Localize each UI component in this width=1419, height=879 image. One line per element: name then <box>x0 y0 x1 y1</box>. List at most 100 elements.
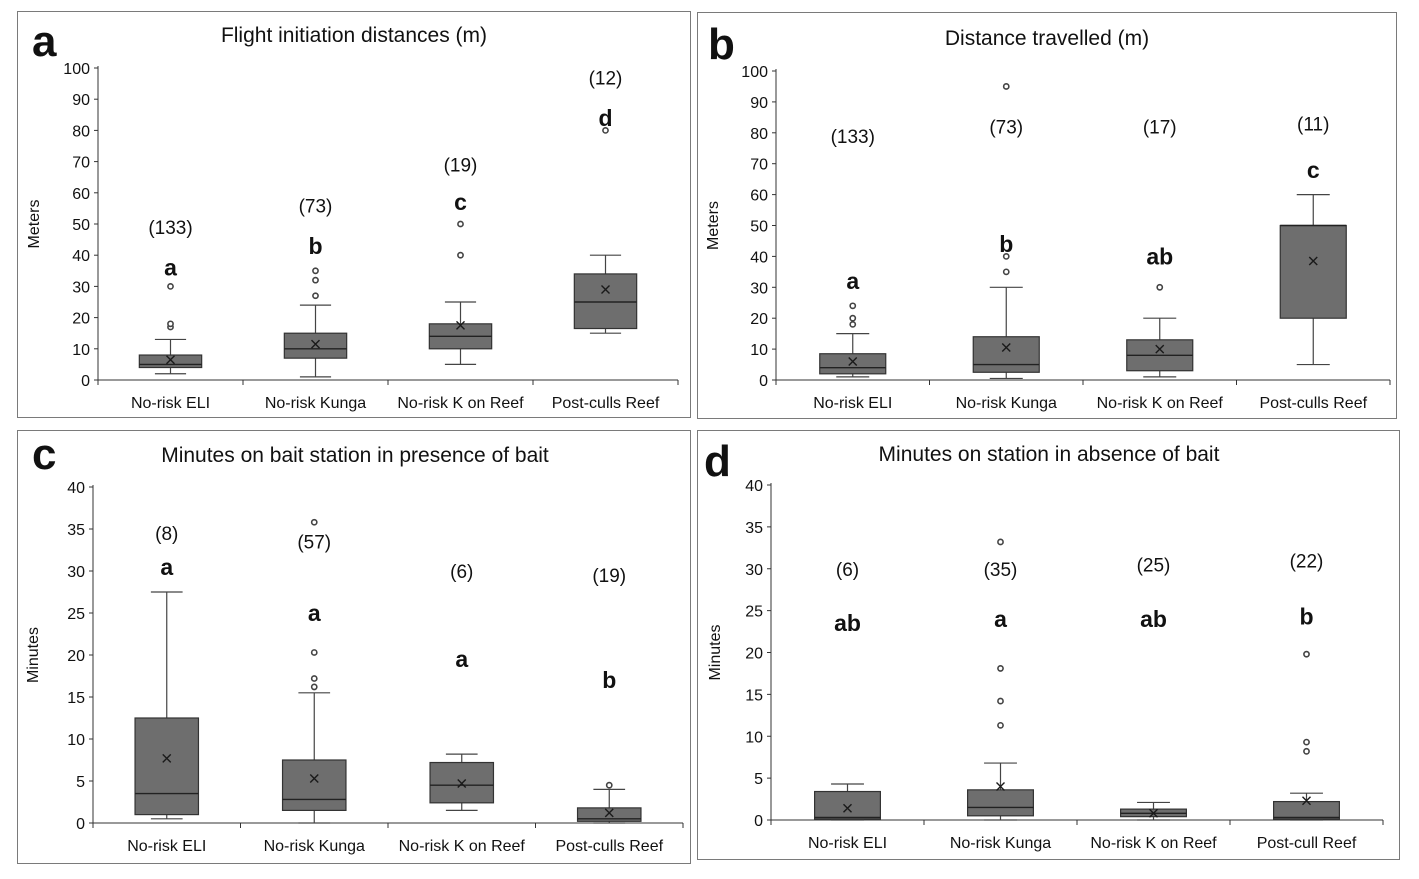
sample-count: (133) <box>831 127 875 148</box>
box <box>429 761 495 804</box>
chart-title: Minutes on station in absence of bait <box>879 443 1220 466</box>
y-tick-label: 100 <box>63 61 90 78</box>
mean-marker <box>166 355 175 365</box>
chart-title: Distance travelled (m) <box>945 27 1149 50</box>
outlier-point <box>1303 650 1310 658</box>
y-tick-label: 40 <box>750 249 768 266</box>
mean-marker <box>162 753 172 763</box>
y-tick-label: 40 <box>67 480 85 497</box>
outlier-point <box>997 697 1004 705</box>
outlier-point <box>1002 252 1010 260</box>
box-group <box>1120 801 1187 821</box>
sample-count: (17) <box>1143 118 1177 139</box>
box-group <box>1279 194 1347 366</box>
category-label: Post-culls Reef <box>552 395 660 412</box>
category-label: No-risk ELI <box>813 395 892 412</box>
box-group <box>814 783 881 821</box>
box-group <box>819 302 887 378</box>
significance-letter: ab <box>1146 243 1173 269</box>
box <box>967 789 1034 817</box>
y-tick-label: 80 <box>72 123 90 140</box>
y-tick-label: 10 <box>67 732 85 749</box>
y-tick-label: 10 <box>750 342 768 359</box>
outlier-point <box>1156 283 1164 291</box>
mean-marker <box>309 773 319 783</box>
y-tick-label: 20 <box>67 648 85 665</box>
sample-count: (57) <box>297 533 331 554</box>
box <box>1279 224 1347 319</box>
y-tick-label: 40 <box>72 248 90 265</box>
y-tick-label: 30 <box>745 562 763 579</box>
y-tick-label: 35 <box>745 520 763 537</box>
panel-label: c <box>32 431 56 479</box>
y-tick-label: 5 <box>754 771 763 788</box>
y-tick-label: 0 <box>754 813 763 830</box>
sample-count: (73) <box>299 196 333 217</box>
outlier-point <box>310 675 318 682</box>
category-label: Post-culls Reef <box>555 838 663 855</box>
sample-count: (12) <box>589 68 623 89</box>
box <box>138 354 203 369</box>
y-tick-label: 40 <box>745 478 763 495</box>
sample-count: (19) <box>444 156 478 177</box>
box <box>134 717 200 816</box>
y-tick-label: 90 <box>750 95 768 112</box>
outlier-point <box>310 518 318 526</box>
outlier-point <box>310 683 318 691</box>
sample-count: (25) <box>1137 556 1171 577</box>
mean-marker <box>1155 344 1165 354</box>
box-group <box>429 753 495 811</box>
box <box>1273 800 1340 820</box>
mean-marker <box>1001 343 1011 353</box>
outlier-point <box>1303 747 1310 755</box>
chart-a: a Flight initiation distances (m) Meters 0 1… <box>26 17 679 412</box>
y-tick-label: 15 <box>745 687 763 704</box>
y-tick-label: 20 <box>72 311 90 328</box>
y-tick-label: 70 <box>750 157 768 174</box>
category-label: No-risk ELI <box>808 835 887 852</box>
box <box>281 759 347 812</box>
chart-d: d Minutes on station in absence of bait Mi… <box>704 437 1384 852</box>
outlier-point <box>849 320 857 328</box>
mean-marker <box>311 339 320 349</box>
y-tick-label: 50 <box>72 217 90 234</box>
y-axis-label: Meters <box>705 201 722 250</box>
chart-title: Flight initiation distances (m) <box>221 24 487 47</box>
mean-marker <box>1149 808 1158 818</box>
category-label: No-risk Kunga <box>956 395 1057 412</box>
outlier-point <box>457 251 464 259</box>
panel-b: b Distance travelled (m) Meters 0 10 20 30 40 50… <box>697 12 1397 419</box>
panel-label: a <box>32 17 57 66</box>
significance-letter: a <box>455 646 468 672</box>
mean-marker <box>843 803 852 813</box>
significance-letter: b <box>1299 603 1313 629</box>
box <box>283 332 348 359</box>
y-tick-label: 50 <box>750 219 768 236</box>
significance-letter: a <box>308 600 321 626</box>
y-tick-label: 30 <box>72 279 90 296</box>
outlier-point <box>167 282 174 290</box>
chart-b: b Distance travelled (m) Meters 0 10 20 30 40 50… <box>705 20 1391 412</box>
significance-letter: d <box>598 105 612 131</box>
category-label: No-risk K on Reef <box>397 395 524 412</box>
significance-letter: a <box>160 554 173 580</box>
category-label: No-risk K on Reef <box>399 838 526 855</box>
y-tick-label: 100 <box>741 64 768 81</box>
box-group <box>138 282 203 375</box>
category-label: Post-culls Reef <box>1259 395 1367 412</box>
y-tick-label: 10 <box>72 342 90 359</box>
outlier-point <box>605 781 613 789</box>
y-axis-label: Minutes <box>707 624 724 680</box>
y-tick-label: 15 <box>67 690 85 707</box>
y-tick-label: 90 <box>72 92 90 109</box>
box <box>972 336 1040 373</box>
panel-label: d <box>704 437 731 486</box>
sample-count: (133) <box>148 218 192 239</box>
box <box>573 273 638 330</box>
mean-marker <box>456 320 465 330</box>
outlier-point <box>997 721 1004 729</box>
sample-count: (35) <box>984 560 1018 581</box>
box-group <box>576 781 642 824</box>
y-tick-label: 0 <box>81 373 90 390</box>
mean-marker <box>1302 796 1311 806</box>
